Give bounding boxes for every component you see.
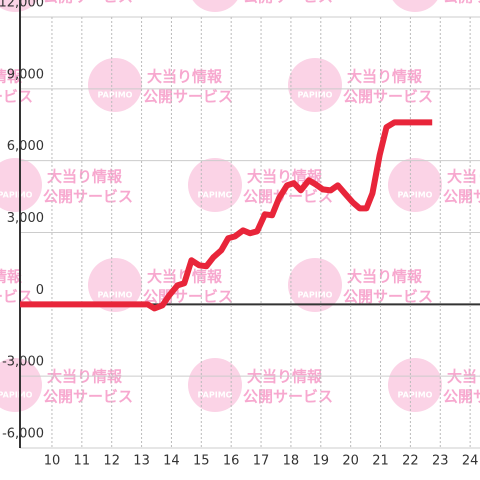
y-tick-label: 3,000: [7, 211, 44, 226]
watermark-text: 公開サービス: [143, 288, 233, 306]
x-tick-label: 16: [223, 454, 240, 469]
watermark-badge-text: PAPIMO: [198, 391, 233, 400]
watermark-badge: [188, 358, 242, 412]
watermark-text: 公開サービス: [443, 388, 480, 406]
x-tick-label: 18: [283, 454, 300, 469]
watermark-text: 公開サービス: [343, 288, 433, 306]
x-tick-label: 10: [44, 454, 61, 469]
y-tick-label: -6,000: [2, 427, 44, 442]
watermark-text: 公開サービス: [43, 188, 133, 206]
watermark-badge-text: PAPIMO: [0, 191, 33, 200]
x-tick-label: 15: [193, 454, 210, 469]
watermark-badge-text: PAPIMO: [298, 91, 333, 100]
watermark-badge-text: PAPIMO: [398, 191, 433, 200]
watermark-text: 大当り情報: [447, 168, 480, 186]
watermark-badge: [288, 258, 342, 312]
watermark-text: 公開サービス: [243, 0, 333, 6]
watermark-text: 大当り情報: [347, 268, 423, 286]
watermark-text: 大当り情報: [147, 68, 223, 86]
watermark-text: 大当り情報: [47, 168, 123, 186]
x-tick-label: 13: [133, 454, 150, 469]
watermark-text: 公開サービス: [243, 388, 333, 406]
watermark-text: 大当り情報: [0, 68, 23, 86]
x-tick-label: 11: [74, 454, 91, 469]
watermark-text: 公開サービス: [0, 88, 33, 106]
watermark-text: 公開サービス: [43, 388, 133, 406]
watermark-badge: [88, 58, 142, 112]
x-tick-label: 20: [342, 454, 359, 469]
watermark-badge: [192, 0, 238, 12]
watermark-badge-text: PAPIMO: [98, 291, 133, 300]
x-tick-label: 14: [163, 454, 180, 469]
watermark-badge: [188, 158, 242, 212]
watermark-text: 公開サービス: [243, 188, 333, 206]
watermark-badge: [88, 258, 142, 312]
y-tick-label: 9,000: [7, 67, 44, 82]
watermark-text: 公開サービス: [43, 0, 133, 6]
watermark-badge-text: PAPIMO: [298, 291, 333, 300]
watermark-text: 公開サービス: [343, 88, 433, 106]
watermark-badge: [392, 0, 438, 12]
x-tick-label: 21: [372, 454, 389, 469]
watermark-text: 大当り情報: [0, 268, 23, 286]
x-tick-label: 12: [103, 454, 120, 469]
data-line: [20, 119, 433, 312]
x-tick-label: 17: [253, 454, 270, 469]
plot: [20, 119, 433, 312]
watermark-badge-text: PAPIMO: [98, 91, 133, 100]
watermark-text: 公開サービス: [443, 188, 480, 206]
watermark-badge: [388, 358, 442, 412]
x-tick-label: 22: [402, 454, 419, 469]
x-tick-label: 19: [313, 454, 330, 469]
watermark-text: 公開サービス: [443, 0, 480, 6]
watermark-badge: [288, 58, 342, 112]
y-tick-label: 12,000: [0, 0, 44, 11]
watermark-badge-text: PAPIMO: [398, 391, 433, 400]
watermark-text: 大当り情報: [347, 68, 423, 86]
watermark-badge-text: PAPIMO: [0, 391, 33, 400]
watermark-badge: [0, 0, 38, 12]
watermark-badge: [388, 158, 442, 212]
watermark-badge-text: PAPIMO: [198, 191, 233, 200]
y-tick-label: 0: [36, 283, 44, 298]
watermarks: PAPIMO大当り情報公開サービスPAPIMO大当り情報公開サービスPAPIMO…: [0, 0, 480, 412]
x-tick-label: 23: [432, 454, 449, 469]
y-tick-label: -3,000: [2, 355, 44, 370]
watermark-text: 公開サービス: [143, 88, 233, 106]
y-tick-label: 6,000: [7, 139, 44, 154]
watermark-text: 公開サービス: [0, 288, 33, 306]
watermark-text: 大当り情報: [247, 168, 323, 186]
x-tick-label: 24: [462, 454, 479, 469]
